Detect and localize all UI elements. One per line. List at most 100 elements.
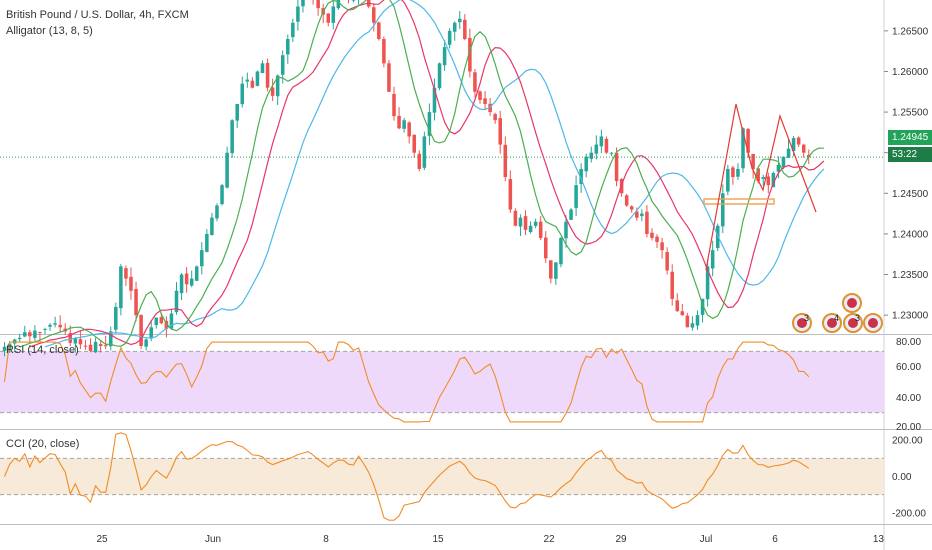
candle <box>169 313 174 329</box>
candle <box>629 206 634 210</box>
candle <box>700 298 705 315</box>
cci-tick-label: 0.00 <box>892 472 912 483</box>
candle <box>640 213 644 217</box>
alligator-legend[interactable]: Alligator (13, 8, 5) <box>6 25 93 37</box>
candle <box>498 118 502 145</box>
price-tick-label: 1.23500 <box>892 270 929 281</box>
candle <box>2 346 7 351</box>
candle <box>660 242 664 251</box>
candle <box>751 153 755 169</box>
rsi-legend[interactable]: RSI (14, close) <box>6 344 79 356</box>
candle <box>28 332 32 337</box>
cci-legend[interactable]: CCI (20, close) <box>6 438 80 450</box>
candle <box>83 345 88 347</box>
candle <box>336 0 341 9</box>
candle <box>245 79 250 82</box>
candle <box>194 266 199 281</box>
candle <box>372 7 376 23</box>
candle <box>721 193 725 227</box>
candle <box>650 232 654 238</box>
candle <box>432 87 437 113</box>
last-price-tag: 1.24945 <box>888 130 932 145</box>
candle <box>225 152 229 188</box>
time-tick-label: Jun <box>205 534 221 545</box>
candle <box>235 103 239 121</box>
candle <box>139 314 143 346</box>
candle <box>695 315 700 326</box>
candle <box>801 144 806 153</box>
candle <box>17 337 22 340</box>
candle <box>513 210 518 226</box>
cci-tick-label: 200.00 <box>892 436 923 447</box>
event-flag-icon[interactable] <box>863 313 883 333</box>
cci-line <box>3 432 810 521</box>
candle <box>665 252 669 271</box>
candle <box>210 217 214 235</box>
candle <box>705 266 710 300</box>
candle <box>98 344 103 346</box>
rsi-tick-label: 40.00 <box>896 393 921 404</box>
cci-tick-label: -200.00 <box>892 508 926 519</box>
candle <box>645 211 649 234</box>
candle <box>159 317 164 324</box>
candle <box>255 71 260 86</box>
candle <box>240 83 245 105</box>
candle <box>124 268 128 279</box>
price-tick-label: 1.25500 <box>892 108 929 119</box>
event-flag-icon[interactable] <box>843 313 863 333</box>
candle <box>200 250 204 267</box>
candle <box>523 216 528 230</box>
candle <box>316 0 320 9</box>
candle <box>301 0 305 7</box>
candle <box>402 120 406 129</box>
candle <box>463 19 467 39</box>
candle <box>624 195 629 206</box>
candle <box>220 185 224 205</box>
candle <box>427 112 432 136</box>
candle <box>766 176 771 186</box>
cci-band <box>0 458 884 495</box>
event-flag-icon[interactable] <box>842 293 862 313</box>
candle <box>437 63 442 89</box>
event-count: 3 <box>855 313 861 323</box>
trend-projection-drawing <box>705 103 817 271</box>
candle <box>710 250 715 269</box>
candle <box>129 276 133 291</box>
time-tick-label: 22 <box>543 534 555 545</box>
candle <box>594 144 599 154</box>
candle <box>392 93 396 117</box>
candle <box>174 290 179 313</box>
candle <box>518 217 523 227</box>
candle <box>584 156 588 172</box>
candle <box>442 47 447 66</box>
time-tick-label: 8 <box>323 534 329 545</box>
candle <box>154 317 159 326</box>
candle <box>675 300 680 312</box>
candle <box>533 221 538 226</box>
candle <box>275 75 280 97</box>
rsi-tick-label: 60.00 <box>896 362 921 373</box>
alligator-teeth-line <box>29 0 825 348</box>
candle <box>286 38 290 55</box>
candle <box>114 307 118 330</box>
candle <box>179 274 184 294</box>
symbol-title[interactable]: British Pound / U.S. Dollar, 4h, FXCM <box>6 9 189 21</box>
candle <box>690 323 695 328</box>
candle <box>326 13 331 23</box>
candle <box>564 221 568 239</box>
candle <box>205 233 209 252</box>
candle <box>230 120 234 154</box>
candle <box>655 236 659 243</box>
candle <box>569 209 573 220</box>
event-flag-icon[interactable] <box>822 313 842 333</box>
candle <box>478 91 482 100</box>
candle <box>786 148 791 158</box>
event-flag-icon[interactable] <box>792 313 812 333</box>
time-tick-label: Jul <box>700 534 713 545</box>
candle <box>215 205 219 219</box>
candle <box>38 332 42 334</box>
rsi-tick-label: 80.00 <box>896 337 921 348</box>
candle <box>771 172 776 188</box>
candle <box>756 168 760 182</box>
